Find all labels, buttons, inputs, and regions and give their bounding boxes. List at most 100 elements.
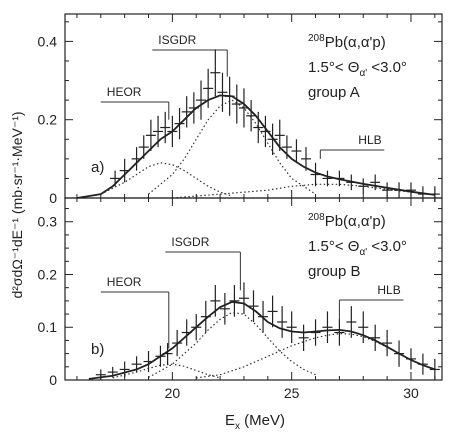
data-point (167, 115, 178, 148)
data-point (382, 329, 393, 357)
y-tick-label: 0.2 (38, 266, 58, 282)
data-point (429, 358, 440, 380)
panel-label: b) (91, 341, 104, 358)
data-point (238, 282, 249, 315)
data-point (172, 329, 183, 357)
data-point (131, 147, 142, 171)
data-point (153, 115, 164, 148)
data-point (281, 135, 292, 159)
data-point (143, 350, 154, 373)
data-point (260, 115, 271, 148)
data-point (310, 162, 321, 187)
data-point (394, 340, 405, 367)
data-point (277, 306, 288, 338)
data-point (298, 324, 309, 351)
data-point (119, 158, 130, 183)
data-point (358, 311, 369, 344)
data-point (231, 84, 242, 124)
data-point (310, 319, 321, 346)
data-point (181, 96, 192, 128)
data-point (95, 369, 106, 380)
annotation-label: ISGDR (158, 33, 196, 47)
y-tick-label: 0.2 (38, 112, 58, 128)
data-point (131, 356, 142, 373)
data-point (188, 92, 199, 124)
data-point (334, 319, 345, 346)
data-point (322, 311, 333, 344)
data-point (370, 174, 381, 191)
data-point (346, 306, 357, 338)
data-point (191, 314, 202, 341)
y-tick-label: 0 (49, 190, 57, 206)
data-point (110, 170, 121, 187)
annotation-label: HLB (377, 283, 400, 297)
data-point (346, 174, 357, 191)
y-tick-label: 0.3 (38, 214, 58, 230)
data-point (358, 178, 369, 195)
x-tick-label: 20 (165, 385, 181, 401)
data-point (267, 295, 278, 328)
data-point (274, 119, 285, 152)
angle-range-label: 1.5°< Θα' <3.0° (308, 238, 407, 258)
data-point (248, 290, 259, 322)
annotation-label: HEOR (107, 275, 142, 289)
data-point (417, 353, 428, 375)
data-point (174, 107, 185, 140)
data-point (107, 366, 118, 378)
x-tick-label: 30 (403, 385, 419, 401)
data-point (219, 292, 230, 325)
data-point (382, 182, 393, 198)
data-point (417, 186, 428, 202)
y-tick-label: 0.1 (38, 319, 58, 335)
component-curve (100, 162, 233, 197)
data-point (334, 170, 345, 187)
data-point (145, 119, 156, 152)
y-tick-label: 0 (49, 372, 57, 388)
data-point (160, 111, 171, 144)
reaction-label: 208Pb(α,α'p) (308, 33, 386, 51)
panel-a: 0 0.2 0.4 HEOR ISGDR HLB a) 208Pb(α,α'p) 1.5°< Θ… (38, 13, 443, 206)
component-curve (172, 183, 435, 199)
annotation-label: ISGDR (171, 235, 209, 249)
data-point (196, 80, 207, 120)
y-tick-label: 0.4 (38, 33, 58, 49)
plot-frame (64, 197, 443, 381)
data-point (286, 311, 297, 344)
data-point (210, 49, 221, 97)
data-point (405, 348, 416, 370)
x-axis-label: Ex (MeV) (225, 412, 285, 432)
data-point (267, 123, 278, 155)
panel-label: a) (91, 159, 104, 176)
data-point (119, 361, 130, 378)
group-label: group B (308, 263, 361, 280)
data-point (300, 147, 311, 171)
data-point (246, 100, 257, 132)
data-point (224, 76, 235, 116)
data-point (405, 182, 416, 198)
data-point (322, 170, 333, 187)
data-point (200, 300, 211, 333)
annotation-label: HLB (358, 133, 381, 147)
angle-range-label: 1.5°< Θα' <3.0° (308, 59, 407, 79)
data-point (203, 68, 214, 108)
component-curve (112, 363, 221, 379)
component-curve (148, 311, 316, 378)
data-point (138, 135, 149, 159)
data-point (155, 345, 166, 367)
y-axis-label: d²σdΩ⁻¹dE⁻¹ (mb·sr⁻¹·MeV⁻¹) (9, 111, 25, 298)
data-point (394, 182, 405, 198)
data-point (258, 300, 269, 333)
data-point (253, 111, 264, 144)
data-point (291, 139, 302, 163)
panel-b: 0 0.1 0.2 0.3 20 25 30 HEOR ISGDR HLB b) 208Pb(α,α'… (38, 197, 443, 401)
data-point (181, 319, 192, 346)
data-point (238, 88, 249, 128)
group-label: group A (308, 84, 360, 101)
data-point (229, 285, 240, 317)
data-point (370, 324, 381, 351)
data-point (210, 285, 221, 317)
fit-curve (88, 300, 436, 380)
x-tick-label: 25 (284, 385, 300, 401)
data-point (162, 343, 173, 365)
reaction-label: 208Pb(α,α'p) (308, 212, 386, 230)
